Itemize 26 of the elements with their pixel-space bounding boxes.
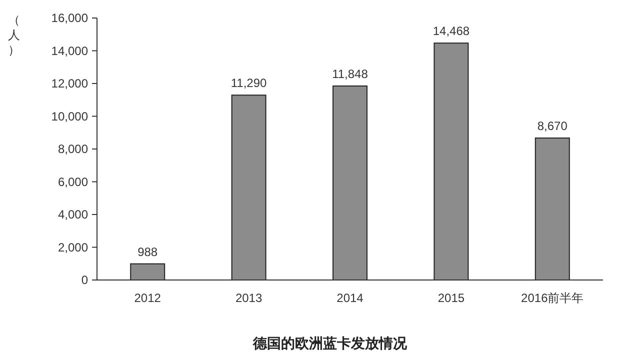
text: 德国的欧洲蓝卡发放情况 bbox=[252, 335, 408, 351]
x-tick-label: 2015 bbox=[438, 291, 465, 305]
data-label: 11,290 bbox=[230, 76, 268, 90]
data-label: 988 bbox=[138, 244, 158, 259]
y-tick-label: 10,000 bbox=[51, 109, 88, 124]
y-tick-label: 4,000 bbox=[58, 208, 88, 222]
x-tick-label: 2014 bbox=[336, 291, 364, 305]
y-tick-label: 6,000 bbox=[58, 174, 88, 189]
x-tick-label: 2016前半年 bbox=[521, 291, 584, 305]
y-tick-label: 2,000 bbox=[58, 240, 88, 254]
bar bbox=[332, 85, 368, 280]
data-label: 8,670 bbox=[537, 119, 568, 134]
bar bbox=[231, 94, 266, 280]
y-axis-title: （人） bbox=[8, 13, 20, 57]
data-label: 11,848 bbox=[332, 66, 368, 81]
y-tick-label: 14,000 bbox=[51, 44, 88, 58]
bar bbox=[434, 42, 469, 280]
bar bbox=[534, 138, 570, 280]
y-tick-label: 8,000 bbox=[58, 142, 88, 156]
bar bbox=[130, 263, 166, 280]
y-tick-label: 12,000 bbox=[51, 76, 88, 90]
y-tick-label: 16,000 bbox=[51, 11, 88, 25]
x-tick-label: 2012 bbox=[134, 291, 162, 305]
y-tick-label: 0 bbox=[81, 273, 88, 287]
data-label: 14,468 bbox=[432, 24, 470, 38]
x-tick-label: 2013 bbox=[235, 291, 262, 305]
